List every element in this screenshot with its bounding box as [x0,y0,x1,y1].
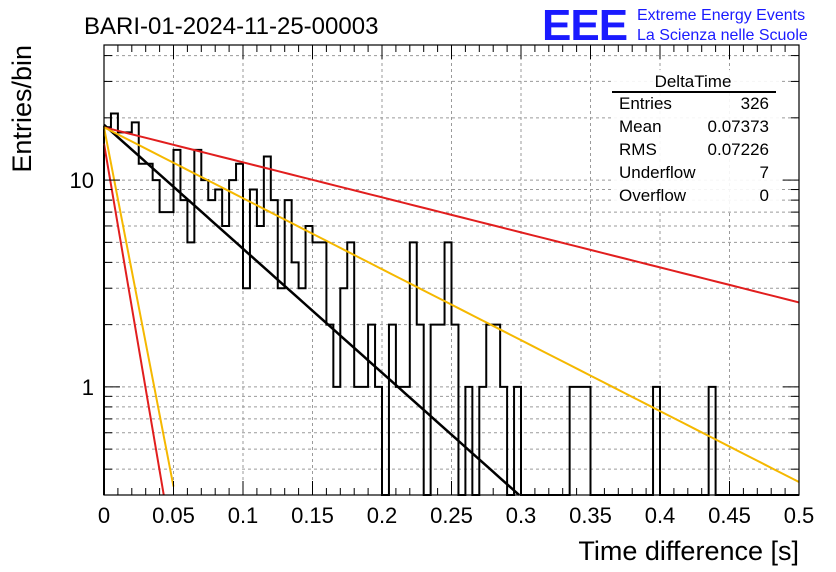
x-tick-label: 0.1 [228,503,259,528]
x-tick-label: 0.45 [708,503,751,528]
x-tick-label: 0.2 [367,503,398,528]
fit-curves [103,123,800,496]
stats-box-background [612,70,782,210]
fit-curve-orange [103,126,800,483]
x-tick-label: 0.25 [430,503,473,528]
x-axis-label: Time difference [s] [578,536,799,566]
x-tick-label: 0 [98,503,110,528]
x-tick-label: 0.4 [645,503,676,528]
y-tick-label: 10 [70,168,94,193]
fit-curve-red [103,126,800,304]
stats-box-title: DeltaTime [655,72,732,91]
run-title: BARI-01-2024-11-25-00003 [84,13,378,40]
grid-lines [104,45,799,496]
logo-line-2: La Scienza nelle Scuole [637,27,808,44]
eee-logo: EEE [542,1,627,50]
stats-label: Entries [619,94,672,113]
stats-label: Underflow [619,163,696,182]
x-tick-label: 0.3 [506,503,537,528]
x-tick-label: 0.05 [152,503,195,528]
axis-ticks: 0 0.05 0.1 0.15 0.2 0.25 0.3 0.35 0.4 0.45 0.5 1 10 [70,45,815,528]
stats-value: 0.07226 [708,140,769,159]
stats-label: Mean [619,117,662,136]
x-tick-label: 0.15 [291,503,334,528]
stats-value: 0 [760,186,769,205]
x-tick-label: 0.35 [569,503,612,528]
y-tick-label: 1 [82,375,94,400]
fit-curve-orange [103,127,175,487]
stats-value: 326 [741,94,769,113]
stats-box: DeltaTime Entries 326 Mean 0.07373 RMS 0.0722… [612,70,782,210]
fit-curve-black [103,123,520,496]
x-tick-label: 0.5 [784,503,815,528]
fit-curve-red [103,143,165,496]
stats-label: Overflow [619,186,687,205]
stats-value: 7 [760,163,769,182]
stats-rows: Entries 326 Mean 0.07373 RMS 0.07226 Underflow… [619,94,769,205]
logo-line-1: Extreme Energy Events [637,7,805,24]
stats-value: 0.07373 [708,117,769,136]
stats-label: RMS [619,140,657,159]
y-axis-label: Entries/bin [7,45,37,173]
